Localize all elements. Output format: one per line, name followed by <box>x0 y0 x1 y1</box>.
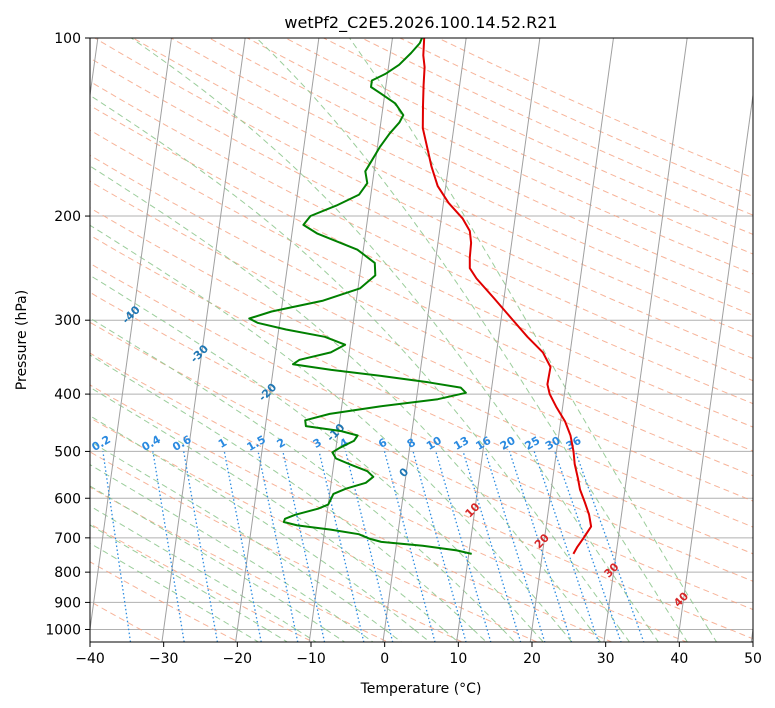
dry-adiabat <box>90 104 753 428</box>
dry-adiabat <box>90 129 753 452</box>
moist-adiabat <box>90 440 403 642</box>
isotherm <box>456 38 541 642</box>
moist-adiabat <box>90 274 544 642</box>
dry-adiabat <box>90 561 240 642</box>
temperature-profile-line <box>421 38 593 555</box>
moist-adiabat <box>90 386 459 642</box>
x-tick-label: 30 <box>597 651 615 667</box>
x-tick-label: 40 <box>670 651 688 667</box>
y-axis-title: Pressure (hPa) <box>14 290 30 390</box>
chart-title: wetPf2_C2E5.2026.100.14.52.R21 <box>284 13 557 33</box>
mixing-ratio-line <box>318 451 365 642</box>
mixing-ratio-line <box>345 451 394 642</box>
moist-adiabat <box>90 317 516 642</box>
y-tick-label: 900 <box>54 595 81 611</box>
moist-adiabat <box>256 38 689 642</box>
dry-adiabat <box>90 234 753 555</box>
y-tick-label: 500 <box>54 444 81 460</box>
dry-adiabat <box>90 57 753 382</box>
y-tick-label: 200 <box>54 209 81 225</box>
mixing-ratio-line <box>462 451 522 642</box>
x-tick-label: −40 <box>75 651 105 667</box>
y-tick-label: 100 <box>54 31 81 47</box>
isotherm <box>235 38 320 642</box>
isotherm <box>529 38 614 642</box>
pressure-gridlines <box>90 38 753 630</box>
moist-adiabat <box>90 415 431 642</box>
mixing-ratio-line <box>282 451 326 642</box>
moist-adiabat <box>349 38 718 642</box>
dewpoint-profile-line <box>248 38 472 555</box>
dry-adiabat <box>90 321 753 640</box>
x-axis-title: Temperature (°C) <box>360 681 482 697</box>
plot-frame <box>89 37 754 643</box>
x-tick-label: 50 <box>744 651 762 667</box>
mixing-ratio-line <box>484 451 546 642</box>
moist-adiabat <box>90 224 573 642</box>
moist-adiabat <box>90 542 260 642</box>
y-tick-label: 300 <box>54 313 81 329</box>
isotherm <box>90 38 172 633</box>
x-tick-label: −10 <box>296 651 326 667</box>
y-tick-label: 1000 <box>45 622 81 638</box>
y-tick-label: 400 <box>54 387 81 403</box>
moist-adiabat <box>90 354 488 642</box>
isotherm <box>382 38 467 642</box>
moist-adiabat <box>90 165 602 642</box>
dry-adiabat <box>90 207 753 528</box>
dry-adiabat <box>169 38 753 316</box>
moist-adiabat <box>90 94 631 642</box>
isotherm <box>308 38 393 642</box>
dry-adiabat <box>131 38 753 338</box>
moist-adiabat <box>131 38 660 642</box>
isotherm <box>161 38 246 642</box>
dry-adiabats <box>90 38 753 642</box>
isotherms <box>90 38 753 642</box>
y-axis-ticks: 1000 900 800 700 600 500 400 300 200 100 <box>45 31 90 638</box>
y-tick-label: 600 <box>54 491 81 507</box>
mixing-ratio-line <box>412 451 467 642</box>
moist-adiabat <box>90 464 374 642</box>
x-tick-label: 20 <box>523 651 541 667</box>
isotherm <box>677 91 753 642</box>
isotherm <box>603 38 688 642</box>
x-tick-label: 0 <box>380 651 389 667</box>
mixing-ratio-line <box>383 451 436 642</box>
x-axis-ticks: −40 −30 −20 −10 0 10 20 30 40 50 <box>75 642 762 667</box>
y-tick-label: 800 <box>54 565 81 581</box>
dry-adiabat <box>90 262 753 582</box>
dry-adiabat <box>90 417 539 642</box>
mixing-ratio-line <box>257 451 299 642</box>
mixing-ratio-line <box>508 451 573 642</box>
dry-adiabat <box>90 352 688 642</box>
plot-area: -100-90-80-70-60-50-40-30-20-10010203040… <box>90 38 753 642</box>
x-tick-label: −20 <box>223 651 253 667</box>
profile-series <box>248 38 593 555</box>
y-tick-label: 700 <box>54 531 81 547</box>
x-tick-label: 10 <box>449 651 467 667</box>
dry-adiabat <box>90 451 464 642</box>
dry-adiabat <box>90 523 315 642</box>
moist-adiabat <box>90 524 289 642</box>
dry-adiabat <box>90 180 753 502</box>
x-tick-label: −30 <box>149 651 179 667</box>
dry-adiabat <box>90 486 389 642</box>
moist-adiabats <box>90 38 718 642</box>
